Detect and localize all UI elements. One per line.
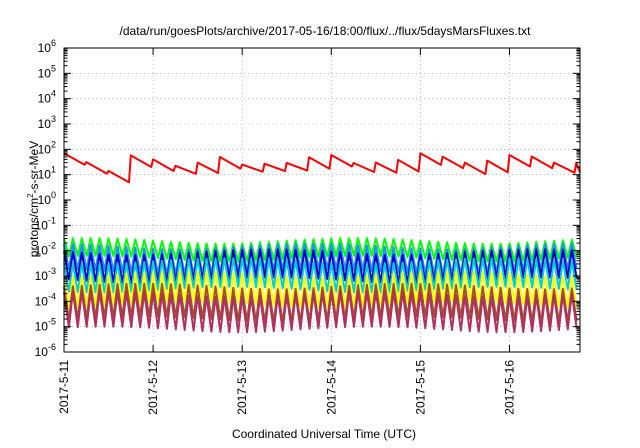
series-line-6 (63, 270, 578, 308)
x-tick-label: 2017-5-15 (413, 360, 427, 415)
series-line-8 (63, 290, 578, 334)
x-axis: 2017-5-11 2017-5-12 2017-5-13 2017-5-14 2017… (57, 48, 516, 415)
x-tick-label: 2017-5-16 (502, 360, 516, 415)
series-line-5 (63, 257, 578, 294)
grid (64, 48, 580, 352)
x-tick-label: 2017-5-11 (57, 360, 71, 414)
x-tick-label: 2017-5-13 (235, 360, 249, 415)
series-layer (63, 152, 581, 334)
x-tick-label: 2017-5-14 (324, 360, 338, 415)
x-axis-label: Coordinated Universal Time (UTC) (232, 427, 416, 441)
chart-title: /data/run/goesPlots/archive/2017-05-16/1… (120, 24, 532, 38)
series-line-2 (63, 237, 578, 263)
x-tick-label: 2017-5-12 (146, 360, 160, 415)
y-axis-label: protons/cm2-s-sr-MeV (26, 141, 41, 257)
series-line-1 (63, 152, 581, 184)
